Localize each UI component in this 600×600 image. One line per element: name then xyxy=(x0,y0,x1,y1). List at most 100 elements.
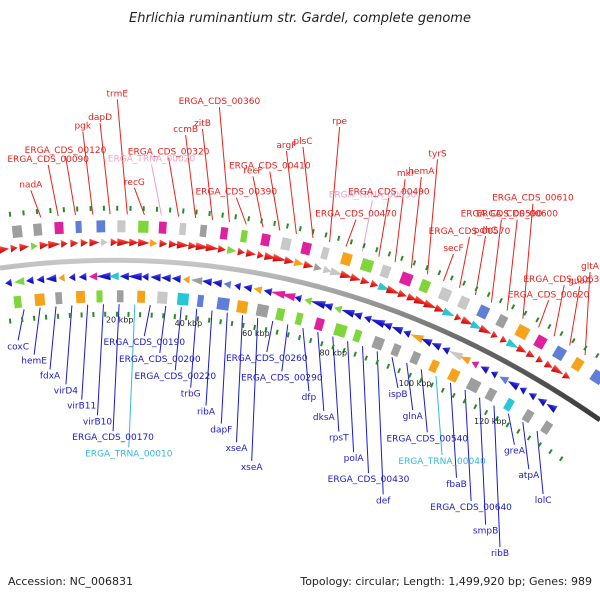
reverse-feature-block xyxy=(294,312,304,326)
reverse-feature-arrow xyxy=(253,286,263,295)
reverse-feature-arrow xyxy=(304,297,313,306)
reverse-feature-block xyxy=(521,408,535,424)
reverse-feature-block xyxy=(216,297,230,311)
reverse-label-leader xyxy=(49,306,57,370)
forward-feature-glyph xyxy=(515,344,527,353)
reverse-feature-glyph xyxy=(448,350,464,361)
tick-mark xyxy=(219,319,222,325)
tick-mark xyxy=(62,207,65,213)
reverse-gene-label: ERGA_CDS_00170 xyxy=(72,433,154,443)
forward-feature-glyph xyxy=(19,243,30,252)
reverse-label-leader xyxy=(406,362,414,411)
forward-feature-glyph xyxy=(433,304,445,312)
scale-label: 80 kbp xyxy=(320,349,348,358)
reverse-label-leader xyxy=(435,375,443,455)
forward-feature-arrow xyxy=(70,239,79,248)
tick-mark xyxy=(324,232,328,238)
tick-mark xyxy=(558,456,564,462)
forward-feature-glyph xyxy=(48,240,61,249)
forward-gene-label: ccmB xyxy=(173,125,198,135)
reverse-feature-glyph xyxy=(171,274,181,283)
forward-label-leader xyxy=(218,106,230,223)
reverse-label-leader xyxy=(159,305,167,354)
forward-feature-glyph xyxy=(570,356,585,372)
forward-feature-arrow xyxy=(360,276,370,285)
tick-mark xyxy=(142,206,145,212)
reverse-gene-label: fdxA xyxy=(40,371,61,381)
forward-feature-glyph xyxy=(30,242,38,251)
reverse-label-leader xyxy=(522,422,530,470)
forward-gene-label: ERGA_CDS_00120 xyxy=(25,146,107,156)
forward-feature-glyph xyxy=(469,320,482,330)
reverse-feature-arrow xyxy=(183,275,190,284)
reverse-feature-block xyxy=(540,420,554,435)
forward-label-leader xyxy=(82,131,94,215)
reverse-feature-block xyxy=(446,367,461,383)
reverse-label-leader xyxy=(97,304,104,416)
forward-label-leader xyxy=(65,156,76,216)
reverse-feature-arrow xyxy=(370,319,386,328)
forward-feature-glyph xyxy=(495,313,509,329)
reverse-gene-label: atpA xyxy=(518,471,540,481)
forward-feature-arrow xyxy=(303,260,314,269)
reverse-feature-arrow xyxy=(480,366,490,374)
reverse-feature-glyph xyxy=(503,397,515,412)
forward-gene-label: rpe xyxy=(332,117,347,127)
reverse-feature-glyph xyxy=(390,343,402,358)
tick-mark xyxy=(494,415,500,422)
forward-feature-glyph xyxy=(60,239,68,248)
tick-mark xyxy=(44,314,48,320)
reverse-feature-arrow xyxy=(191,277,203,286)
forward-gene-label: ERGA_CDS_00620 xyxy=(508,290,590,300)
forward-label-leader xyxy=(361,200,373,252)
forward-feature-block xyxy=(158,221,167,234)
tick-mark xyxy=(526,435,532,441)
tick-mark xyxy=(185,315,188,321)
forward-feature-glyph xyxy=(117,220,126,233)
forward-label-leader xyxy=(490,219,502,303)
reverse-feature-glyph xyxy=(313,317,325,332)
forward-gene-label: ERGA_CDS_00090 xyxy=(7,155,89,165)
reverse-feature-block xyxy=(255,303,270,318)
tick-mark xyxy=(412,260,417,266)
forward-feature-glyph xyxy=(199,224,208,238)
forward-feature-glyph xyxy=(398,271,414,287)
tick-mark xyxy=(523,310,528,316)
reverse-label-leader xyxy=(507,413,515,445)
tick-mark xyxy=(273,220,277,227)
tick-mark xyxy=(337,235,341,241)
tick-mark xyxy=(583,345,588,351)
forward-gene-label: mkl xyxy=(397,169,413,179)
forward-feature-arrow xyxy=(561,371,571,379)
forward-gene-label: ERGA_CDS_00410 xyxy=(229,162,311,172)
reverse-gene-label: ribA xyxy=(197,408,216,418)
forward-feature-block xyxy=(179,222,187,236)
forward-feature-glyph xyxy=(70,239,79,248)
reverse-feature-glyph xyxy=(421,338,433,347)
forward-feature-block xyxy=(240,229,248,243)
forward-label-leader xyxy=(168,157,180,217)
reverse-gene-label: ERGA_CDS_00220 xyxy=(134,372,216,382)
reverse-feature-block xyxy=(371,335,386,351)
reverse-feature-glyph xyxy=(465,377,482,394)
tick-mark xyxy=(169,207,172,213)
forward-feature-arrow xyxy=(188,241,198,250)
tick-mark xyxy=(230,320,234,327)
forward-feature-glyph xyxy=(413,295,428,305)
reverse-label-leader xyxy=(266,320,274,353)
reverse-feature-glyph xyxy=(490,371,499,379)
forward-feature-arrow xyxy=(515,344,527,353)
forward-feature-block xyxy=(359,257,375,273)
forward-feature-arrow xyxy=(406,292,417,301)
reverse-feature-glyph xyxy=(410,334,425,344)
forward-feature-glyph xyxy=(379,264,392,279)
tick-mark xyxy=(342,347,346,354)
forward-feature-arrow xyxy=(101,238,108,247)
forward-feature-glyph xyxy=(377,282,390,290)
scale-label: 120 kbp xyxy=(474,417,507,426)
reverse-label-leader xyxy=(112,304,120,432)
reverse-feature-glyph xyxy=(26,276,34,285)
forward-feature-glyph xyxy=(313,263,322,271)
tick-mark xyxy=(425,265,429,271)
forward-feature-block xyxy=(456,295,471,311)
